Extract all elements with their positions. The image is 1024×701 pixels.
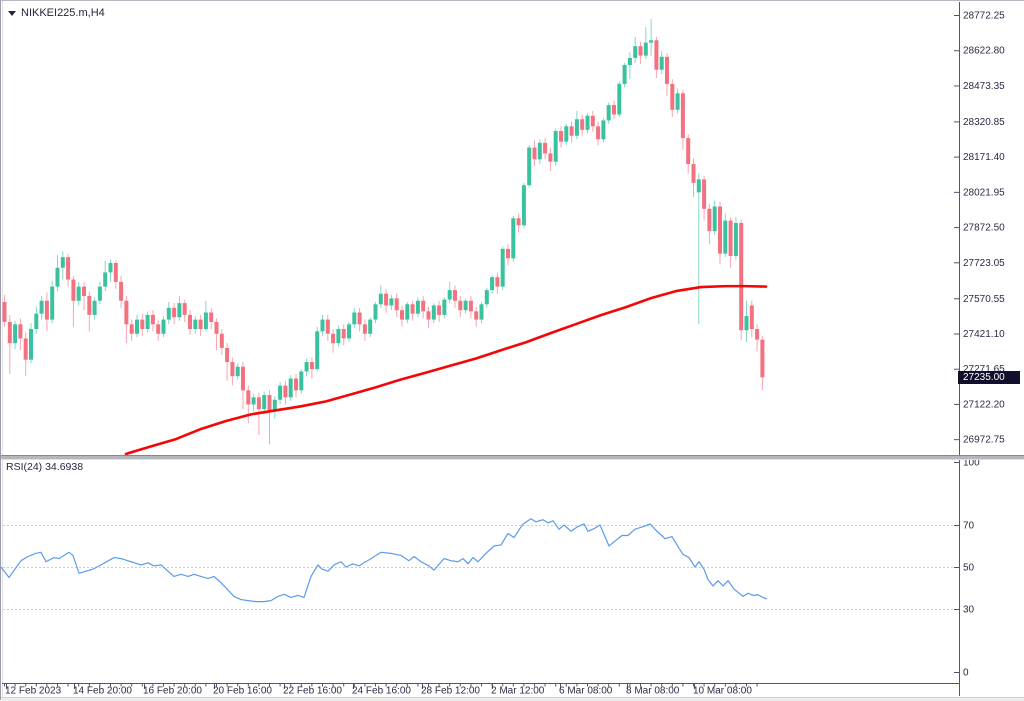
svg-text:28 Feb 12:00: 28 Feb 12:00 bbox=[421, 686, 480, 697]
svg-text:2 Mar 12:00: 2 Mar 12:00 bbox=[491, 686, 545, 697]
symbol-timeframe-text: NIKKEI225.m,H4 bbox=[21, 7, 105, 19]
svg-text:27122.20: 27122.20 bbox=[963, 399, 1005, 410]
svg-text:16 Feb 20:00: 16 Feb 20:00 bbox=[143, 686, 202, 697]
svg-text:28622.80: 28622.80 bbox=[963, 46, 1005, 57]
svg-text:22 Feb 16:00: 22 Feb 16:00 bbox=[283, 686, 342, 697]
svg-text:27570.55: 27570.55 bbox=[963, 294, 1005, 305]
panel-splitter[interactable] bbox=[1, 455, 1024, 460]
symbol-timeframe-label: NIKKEI225.m,H4 bbox=[8, 7, 105, 19]
chevron-down-icon[interactable] bbox=[8, 10, 16, 16]
svg-text:27271.65: 27271.65 bbox=[963, 364, 1005, 375]
svg-text:24 Feb 16:00: 24 Feb 16:00 bbox=[352, 686, 411, 697]
current-price-badge: 27235.00 bbox=[958, 371, 1020, 384]
svg-text:6 Mar 08:00: 6 Mar 08:00 bbox=[559, 686, 613, 697]
svg-text:28171.40: 28171.40 bbox=[963, 152, 1005, 163]
svg-text:70: 70 bbox=[963, 521, 975, 532]
svg-text:50: 50 bbox=[963, 563, 975, 574]
svg-text:26972.75: 26972.75 bbox=[963, 435, 1005, 446]
svg-text:28772.25: 28772.25 bbox=[963, 11, 1005, 22]
svg-text:28473.35: 28473.35 bbox=[963, 81, 1005, 92]
svg-text:28320.85: 28320.85 bbox=[963, 117, 1005, 128]
svg-text:27872.50: 27872.50 bbox=[963, 223, 1005, 234]
svg-text:10 Mar 08:00: 10 Mar 08:00 bbox=[693, 686, 752, 697]
svg-text:12 Feb 2023: 12 Feb 2023 bbox=[5, 686, 62, 697]
svg-text:20 Feb 16:00: 20 Feb 16:00 bbox=[213, 686, 272, 697]
svg-text:8 Mar 08:00: 8 Mar 08:00 bbox=[626, 686, 680, 697]
window-bottom-edge bbox=[1, 697, 1024, 701]
svg-text:27421.10: 27421.10 bbox=[963, 329, 1005, 340]
svg-text:0: 0 bbox=[963, 668, 969, 679]
svg-text:27723.05: 27723.05 bbox=[963, 258, 1005, 269]
rsi-indicator-label: RSI(24) 34.6938 bbox=[6, 461, 84, 473]
svg-text:100: 100 bbox=[963, 458, 980, 469]
svg-text:30: 30 bbox=[963, 605, 975, 616]
svg-text:14 Feb 20:00: 14 Feb 20:00 bbox=[73, 686, 132, 697]
svg-text:28021.95: 28021.95 bbox=[963, 187, 1005, 198]
